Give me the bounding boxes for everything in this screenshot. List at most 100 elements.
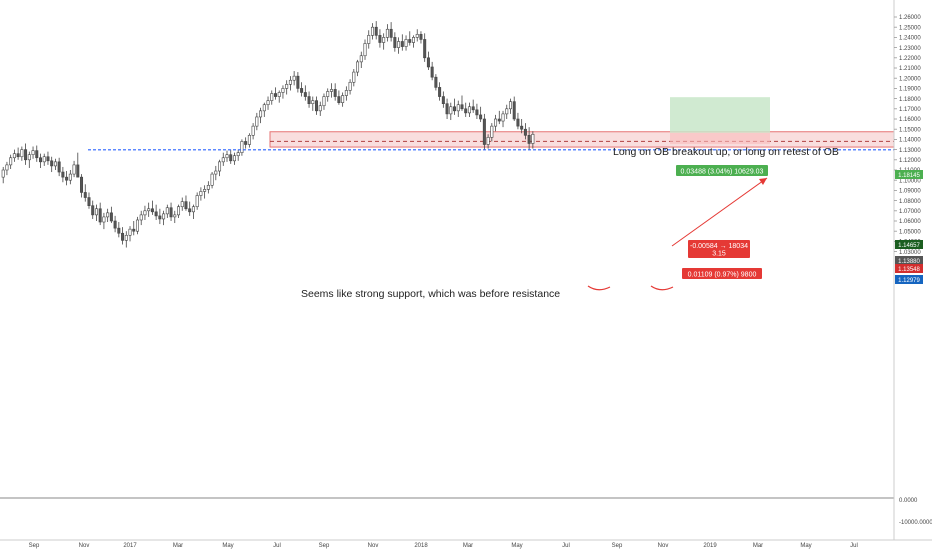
candle-body (61, 171, 65, 178)
candle-body (158, 215, 162, 220)
x-tick-label: May (222, 543, 233, 549)
candle-body (143, 210, 147, 216)
candle-body (206, 185, 210, 190)
entry-label-box (688, 240, 750, 258)
candle-body (80, 176, 84, 193)
candle-body (87, 197, 91, 206)
candle-body (516, 118, 520, 127)
candle-body (318, 105, 322, 112)
y-tick-label: 1.18000 (899, 97, 921, 103)
candle-body (113, 220, 117, 229)
y-tick-label: 1.20000 (899, 76, 921, 82)
candle-body (374, 26, 378, 36)
annotation-long-setup: Long on OB breakout up, or long on retes… (613, 146, 839, 158)
candle-body (31, 150, 35, 155)
candle-body (46, 156, 50, 162)
candle-body (232, 155, 236, 162)
price-tag-support: 1.12979 (898, 278, 920, 284)
y-tick-label: 1.23000 (899, 46, 921, 52)
candle-body (419, 34, 423, 40)
candle-body (404, 39, 408, 47)
candle-body (438, 87, 442, 97)
price-tag-current: 1.13880 (898, 259, 920, 265)
candle-body (277, 92, 281, 97)
candle-body (303, 92, 307, 97)
entry-label: -0.00584 → 18034 (690, 243, 748, 250)
x-tick-label: Nov (79, 543, 90, 549)
x-tick-label: 2019 (703, 543, 717, 549)
y-tick-label: 1.05000 (899, 229, 921, 235)
x-tick-label: Mar (753, 543, 763, 549)
candle-body (259, 110, 263, 118)
candle-body (218, 161, 222, 172)
candle-body (117, 227, 121, 234)
candle-body (109, 212, 113, 222)
y-tick-label: 1.22000 (899, 56, 921, 62)
candle-body (494, 118, 498, 127)
candle-body (162, 213, 166, 220)
candle-body (255, 116, 259, 127)
candles (1, 21, 535, 248)
candle-body (128, 228, 132, 236)
candle-body (16, 153, 20, 158)
y-tick-label: 1.03000 (899, 250, 921, 256)
candle-body (471, 106, 475, 111)
candle-body (341, 95, 345, 103)
target-label-box (676, 165, 768, 176)
x-tick-label: Sep (29, 543, 40, 549)
price-tag-target-box (895, 170, 923, 179)
candle-body (135, 219, 139, 232)
candle-body (20, 149, 24, 158)
candle-body (262, 104, 266, 112)
candle-body (441, 96, 445, 104)
long-position-stop-zone (670, 132, 770, 145)
y-tick-label: 1.08000 (899, 199, 921, 205)
candle-body (456, 104, 460, 112)
y-tick-label: 1.26000 (899, 15, 921, 21)
candle-body (467, 106, 471, 114)
y-tick-label: 1.06000 (899, 219, 921, 225)
candle-body (315, 100, 319, 112)
candle-body (378, 35, 382, 43)
y-tick-label: 1.07000 (899, 209, 921, 215)
x-tick-label: Nov (368, 543, 379, 549)
candle-body (270, 93, 274, 101)
target-label: 0.03488 (3.04%) 10629.03 (681, 169, 764, 176)
candle-body (27, 154, 31, 161)
candle-body (266, 100, 270, 106)
annotation-support: Seems like strong support, which was bef… (301, 288, 560, 300)
x-tick-label: May (511, 543, 522, 549)
candle-body (411, 37, 415, 43)
candle-body (479, 114, 483, 120)
y-tick-label: 1.24000 (899, 36, 921, 42)
x-tick-label: Nov (658, 543, 669, 549)
candle-body (1, 169, 5, 178)
candle-body (173, 214, 177, 218)
candle-body (139, 214, 143, 221)
candle-body (356, 61, 360, 73)
candle-body (273, 93, 277, 97)
price-tag-ob-bottom: 1.13548 (898, 267, 920, 273)
candle-body (453, 106, 457, 112)
candle-body (124, 234, 128, 241)
x-tick-label: May (800, 543, 811, 549)
x-tick-label: Mar (173, 543, 183, 549)
trade-arrow[interactable] (671, 177, 768, 247)
candle-body (154, 211, 158, 217)
candle-body (42, 156, 46, 163)
candle-body (426, 57, 430, 68)
candle-body (300, 88, 304, 93)
candle-body (184, 201, 188, 210)
candle-body (203, 189, 207, 192)
candle-body (57, 161, 61, 173)
candle-body (188, 208, 192, 213)
candle-body (464, 108, 468, 114)
candle-body (520, 125, 524, 130)
candle-body (24, 149, 28, 161)
candle-body (169, 207, 173, 218)
candle-body (251, 125, 255, 136)
x-tick-label: Jul (850, 543, 858, 549)
candle-body (281, 88, 285, 93)
candle-body (225, 154, 229, 159)
support-curve-right (650, 285, 674, 291)
